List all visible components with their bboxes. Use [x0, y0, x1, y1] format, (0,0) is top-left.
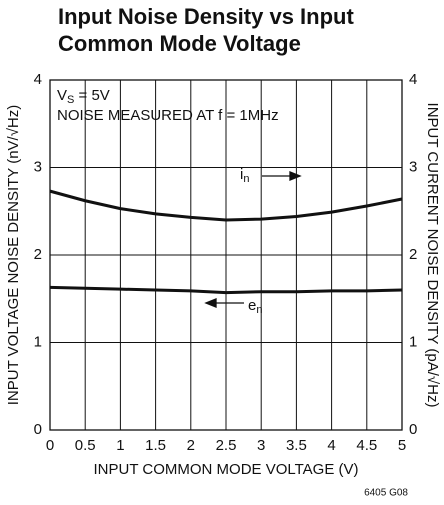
- figure-code: 6405 G08: [364, 488, 408, 499]
- y2-axis-title: INPUT CURRENT NOISE DENSITY (pA/√Hz): [424, 103, 441, 408]
- series-line: [49, 285, 403, 295]
- x-tick-label: 1: [116, 437, 124, 454]
- x-tick-label: 1.5: [145, 437, 166, 454]
- y2-tick-label: 0: [409, 421, 417, 438]
- x-tick-label: 3: [257, 437, 265, 454]
- x-tick-label: 0.5: [75, 437, 96, 454]
- series-sub: n: [243, 173, 249, 185]
- annotation: VS = 5V: [57, 87, 110, 106]
- y-tick-label: 3: [34, 158, 42, 175]
- x-axis-title: INPUT COMMON MODE VOLTAGE (V): [93, 461, 358, 478]
- y-tick-label: 2: [34, 246, 42, 263]
- series-line: [49, 189, 403, 222]
- annotation-text: = 5V: [74, 87, 109, 104]
- series-name: i: [240, 166, 243, 183]
- y-tick-label: 4: [34, 71, 42, 88]
- x-tick-label: 2: [187, 437, 195, 454]
- y-tick-label: 1: [34, 333, 42, 350]
- arrows: [204, 171, 302, 308]
- x-tick-label: 0: [46, 437, 54, 454]
- y2-tick-label: 3: [409, 158, 417, 175]
- x-tick-label: 4.5: [356, 437, 377, 454]
- y-tick-label: 0: [34, 421, 42, 438]
- y-axis-title: INPUT VOLTAGE NOISE DENSITY (nV/√Hz): [5, 105, 22, 406]
- y2-tick-label: 1: [409, 333, 417, 350]
- series-label: en: [248, 297, 262, 316]
- x-tick-label: 2.5: [216, 437, 237, 454]
- chart-title: Common Mode Voltage: [58, 31, 301, 56]
- x-tick-label: 4: [327, 437, 335, 454]
- chart-title: Input Noise Density vs Input: [58, 4, 354, 29]
- arrow-head: [204, 298, 217, 308]
- series-sub: n: [256, 304, 262, 316]
- x-tick-label: 5: [398, 437, 406, 454]
- y2-tick-label: 2: [409, 246, 417, 263]
- series-label: in: [240, 166, 249, 185]
- annotation-sub: S: [67, 94, 74, 106]
- series-name: e: [248, 297, 256, 314]
- annotation: NOISE MEASURED AT f = 1MHz: [57, 107, 279, 124]
- y2-tick-label: 4: [409, 71, 417, 88]
- annotation-text: V: [57, 87, 67, 104]
- arrow-head: [289, 171, 302, 181]
- x-tick-label: 3.5: [286, 437, 307, 454]
